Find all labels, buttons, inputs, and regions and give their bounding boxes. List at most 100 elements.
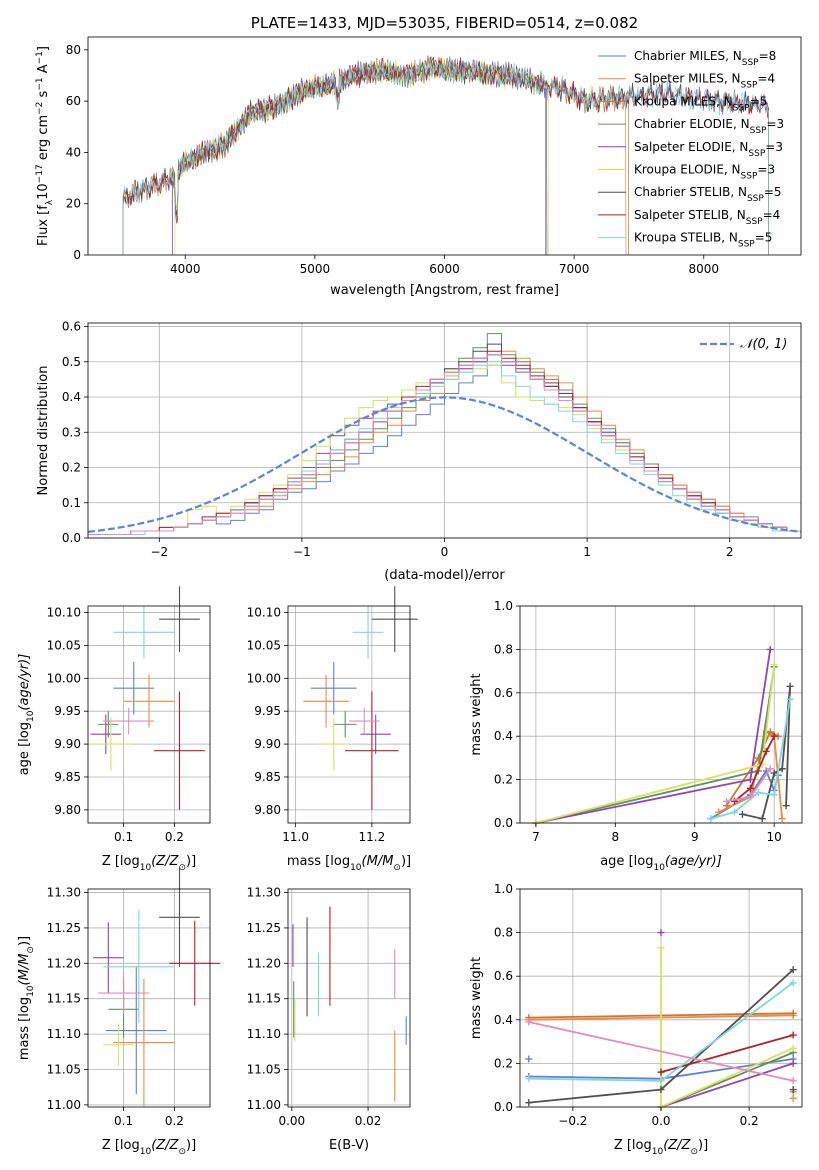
label-part: =3	[765, 140, 783, 154]
x-tick-label: −1	[293, 545, 311, 559]
x-tick-label: 8000	[688, 262, 719, 276]
label-part: Kroupa ELODIE, N	[634, 163, 741, 177]
spectrum-line	[171, 57, 546, 255]
x-axis-label: (data-model)/error	[384, 568, 505, 583]
label-part: =4	[757, 72, 775, 86]
gridlines	[88, 889, 210, 1107]
weight-marker	[789, 1086, 797, 1094]
label-part: =4	[763, 208, 781, 222]
x-tick-label: 9	[691, 830, 699, 844]
label-part: s	[36, 90, 51, 101]
y-tick-label: 0.0	[494, 816, 513, 830]
y-tick-label: 0.0	[494, 1100, 513, 1114]
label-part: (M/M	[17, 954, 32, 986]
label-part: age [log	[600, 854, 653, 869]
weight-marker	[789, 1059, 797, 1067]
label-part: Salpeter ELODIE, N	[634, 140, 748, 154]
label-part: ⊙	[178, 1147, 186, 1157]
weight-marker	[789, 1044, 797, 1052]
label-part: (Z/Z	[151, 1138, 179, 1153]
y-tick-label: 10.00	[247, 671, 281, 685]
label-part: mass [log	[287, 854, 350, 869]
weight-marker	[525, 1055, 533, 1063]
label-part: )]	[17, 936, 32, 946]
label-part: ⊙	[26, 946, 36, 954]
weight-marker	[770, 732, 778, 740]
label-part: )]	[698, 1138, 708, 1153]
weight-marker	[782, 802, 790, 810]
weight-marker	[766, 645, 774, 653]
label-part: A	[36, 64, 51, 77]
label-part: −1	[35, 77, 45, 90]
gaussian-curve	[88, 396, 801, 533]
legend-entry: Salpeter STELIB, NSSP=4	[634, 208, 780, 227]
y-tick-label: 11.00	[247, 1098, 281, 1112]
y-tick-label: 10.10	[247, 606, 281, 620]
spectrum-line	[122, 59, 769, 255]
y-tick-label: 10.05	[247, 638, 281, 652]
y-tick-label: 0.0	[62, 531, 81, 545]
label-part: =5	[764, 185, 782, 199]
legend-entry: Salpeter MILES, NSSP=4	[634, 72, 775, 91]
legend-entry: Chabrier STELIB, NSSP=5	[634, 185, 782, 204]
x-axis-label: age [log10(age/yr)]	[600, 854, 722, 873]
label-part: erg cm	[36, 115, 51, 164]
label-part: =3	[757, 163, 775, 177]
y-tick-label: 9.80	[254, 803, 281, 817]
weight-marker	[766, 765, 774, 773]
x-tick-label: 2	[726, 545, 734, 559]
label-part: Chabrier STELIB, N	[634, 185, 747, 199]
y-tick-label: 11.05	[47, 1062, 81, 1076]
label-part: )]	[186, 854, 196, 869]
x-axis-label: Z [log10(Z/Z⊙)]	[102, 1138, 196, 1157]
weight-marker	[746, 793, 754, 801]
weight-marker	[525, 1099, 533, 1107]
label-part: (Z/Z	[151, 854, 179, 869]
legend-entry: Kroupa STELIB, NSSP=5	[634, 231, 772, 250]
weight-marker	[758, 815, 766, 823]
weight-marker	[657, 929, 665, 937]
label-part: SSP	[750, 126, 767, 136]
y-tick-label: 0.8	[494, 642, 513, 656]
x-axis-label: E(B-V)	[329, 1138, 369, 1153]
y-tick-label: 1.0	[494, 882, 513, 896]
legend: Chabrier MILES, NSSP=8 Salpeter MILES, NS…	[598, 49, 784, 250]
y-tick-label: 0.4	[62, 390, 81, 404]
x-tick-label: 0.00	[278, 1114, 305, 1128]
x-tick-label: 5000	[300, 262, 331, 276]
x-tick-label: −2	[150, 545, 168, 559]
label-part: =8	[759, 49, 777, 63]
y-tick-label: 20	[66, 197, 81, 211]
y-tick-label: 11.00	[47, 1098, 81, 1112]
y-tick-label: 11.10	[47, 1027, 81, 1041]
y-tick-label: 0.8	[494, 926, 513, 940]
y-tick-label: 0.6	[494, 686, 513, 700]
label-part: ⊙	[690, 1147, 698, 1157]
weight-marker	[657, 1077, 665, 1085]
label-part: SSP	[742, 58, 759, 68]
x-tick-label: 7	[532, 830, 540, 844]
weight-line	[528, 1021, 794, 1082]
label-part: age [log	[17, 722, 32, 775]
weight-line	[660, 947, 794, 1109]
plot-frame	[519, 605, 803, 824]
histogram-step	[88, 354, 801, 538]
x-tick-label: 10	[767, 830, 782, 844]
y-axis-label: mass weight	[469, 957, 484, 1039]
weight-marker	[730, 808, 738, 816]
weight-marker	[525, 1075, 533, 1083]
gridlines	[88, 606, 210, 823]
label-part: 10	[350, 863, 362, 873]
weight-marker	[770, 661, 778, 669]
legend-entry: Salpeter ELODIE, NSSP=3	[634, 140, 783, 159]
label-part: −1	[35, 51, 45, 64]
y-tick-label: 0.2	[62, 461, 81, 475]
x-tick-label: 7000	[559, 262, 590, 276]
label-part: 10	[140, 1147, 152, 1157]
legend-entry: Chabrier MILES, NSSP=8	[634, 49, 776, 68]
label-part: )]	[401, 854, 411, 869]
spectrum-line	[174, 57, 549, 255]
x-tick-label: 1	[583, 545, 591, 559]
weight-marker	[789, 1031, 797, 1039]
